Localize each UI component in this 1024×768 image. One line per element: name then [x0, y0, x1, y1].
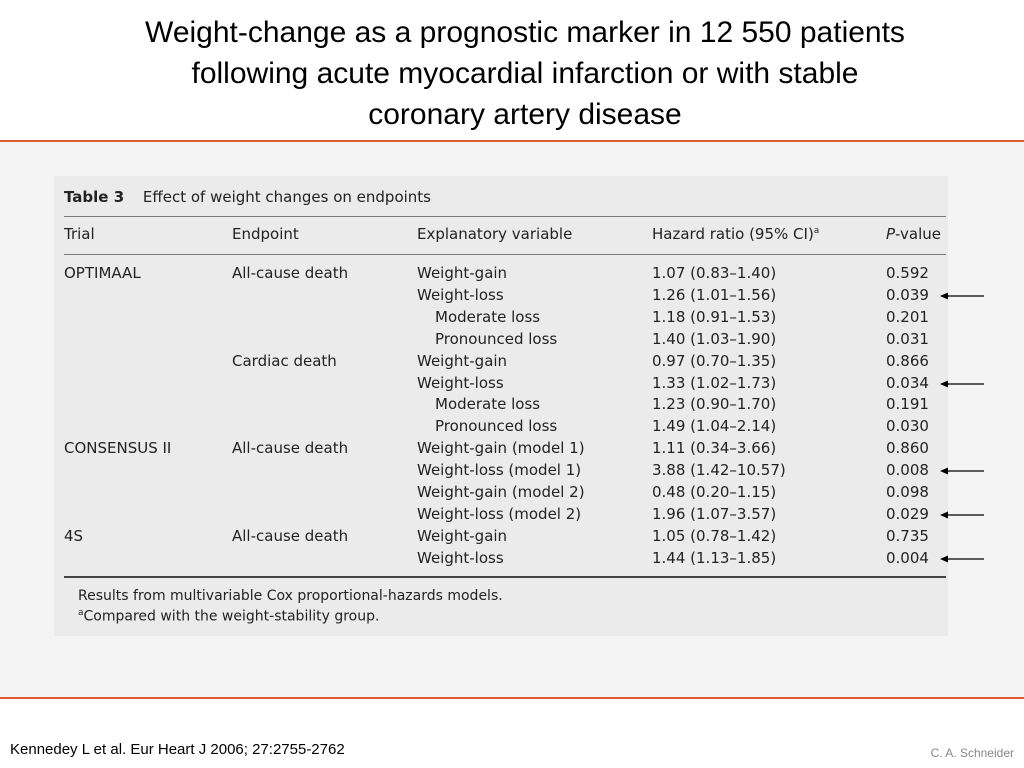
cell-p-value: 0.735 [886, 526, 929, 545]
footnote-a: aCompared with the weight-stability grou… [78, 608, 379, 625]
header-rule [64, 254, 946, 255]
title-line-3: coronary artery disease [368, 98, 682, 131]
cell-p-value: 0.201 [886, 307, 929, 326]
cell-p-value: 0.866 [886, 351, 929, 370]
cell-hazard-ratio: 1.40 (1.03–1.90) [652, 329, 777, 348]
cell-p-value: 0.031 [886, 329, 929, 348]
title-line-2: following acute myocardial infarction or… [191, 57, 859, 90]
header-hazard-ratio-text: Hazard ratio (95% CI) [652, 225, 814, 243]
footnote-main: Results from multivariable Cox proportio… [78, 588, 503, 604]
cell-variable: Weight-gain (model 1) [417, 439, 585, 458]
pointer-arrow-icon [940, 555, 984, 563]
pointer-arrow-icon [940, 380, 984, 387]
table-caption: Table 3 Effect of weight changes on endp… [64, 188, 431, 206]
cell-hazard-ratio: 0.48 (0.20–1.15) [652, 483, 777, 501]
table-caption-text: Effect of weight changes on endpoints [142, 188, 431, 206]
cell-variable: Weight-loss (model 2) [417, 504, 582, 523]
citation: Kennedey L et al. Eur Heart J 2006; 27:2… [10, 741, 345, 758]
cell-hazard-ratio: 1.18 (0.91–1.53) [652, 307, 777, 326]
table-label: Table 3 [64, 188, 125, 206]
cell-p-value: 0.860 [886, 439, 929, 458]
cell-p-value: 0.191 [886, 395, 929, 414]
cell-p-value: 0.039 [886, 285, 929, 304]
cell-hazard-ratio: 1.96 (1.07–3.57) [652, 504, 777, 523]
header-p-rest: -value [895, 225, 942, 243]
cell-hazard-ratio: 3.88 (1.42–10.57) [652, 461, 786, 480]
cell-endpoint: Cardiac death [232, 351, 337, 370]
header-hazard-ratio-sup: a [813, 226, 820, 236]
cell-endpoint: All-cause death [232, 526, 349, 545]
cell-p-value: 0.034 [886, 373, 929, 392]
header-variable: Explanatory variable [417, 225, 573, 243]
cell-variable: Weight-gain (model 2) [417, 483, 585, 501]
cell-hazard-ratio: 1.26 (1.01–1.56) [652, 285, 777, 304]
cell-variable: Weight-gain [417, 351, 508, 370]
footnote-a-text: Compared with the weight-stability group… [83, 608, 380, 625]
cell-endpoint: All-cause death [232, 264, 349, 282]
cell-variable: Weight-loss (model 1) [417, 461, 582, 480]
cell-variable: Moderate loss [435, 307, 541, 326]
cell-variable: Moderate loss [435, 395, 541, 414]
cell-p-value: 0.004 [886, 548, 929, 567]
header-p-italic: P [886, 225, 896, 243]
slide-title: Weight-change as a prognostic marker in … [60, 12, 990, 135]
cell-hazard-ratio: 1.49 (1.04–2.14) [652, 417, 777, 436]
author-credit: C. A. Schneider [930, 746, 1014, 760]
cell-variable: Pronounced loss [435, 329, 558, 348]
cell-p-value: 0.008 [886, 461, 929, 480]
top-divider [0, 140, 1024, 142]
cell-endpoint: All-cause death [232, 439, 349, 458]
cell-hazard-ratio: 1.33 (1.02–1.73) [652, 373, 777, 392]
cell-p-value: 0.592 [886, 264, 929, 282]
cell-trial: CONSENSUS II [64, 439, 172, 458]
table-bottom-rule [64, 576, 946, 578]
bottom-divider [0, 697, 1024, 699]
cell-p-value: 0.030 [886, 417, 929, 436]
cell-hazard-ratio: 0.97 (0.70–1.35) [652, 351, 777, 370]
cell-variable: Weight-loss [417, 548, 504, 567]
cell-variable: Weight-loss [417, 285, 504, 304]
footnote-a-marker: a [78, 608, 84, 618]
title-line-1: Weight-change as a prognostic marker in … [145, 16, 905, 49]
header-trial: Trial [64, 225, 95, 243]
cell-hazard-ratio: 1.44 (1.13–1.85) [652, 548, 777, 567]
cell-variable: Weight-gain [417, 264, 508, 282]
cell-hazard-ratio: 1.11 (0.34–3.66) [652, 439, 777, 458]
cell-hazard-ratio: 1.07 (0.83–1.40) [652, 264, 777, 282]
header-hazard-ratio: Hazard ratio (95% CI)a [652, 225, 819, 243]
cell-variable: Weight-gain [417, 526, 508, 545]
cell-p-value: 0.098 [886, 483, 929, 501]
cell-variable: Pronounced loss [435, 417, 558, 436]
pointer-arrow-icon [940, 292, 984, 300]
pointer-arrow-icon [940, 467, 984, 475]
header-endpoint: Endpoint [232, 225, 299, 243]
caption-rule [64, 216, 946, 217]
pointer-arrow-icon [940, 511, 984, 519]
table-image: Table 3 Effect of weight changes on endp… [54, 176, 948, 636]
cell-hazard-ratio: 1.05 (0.78–1.42) [652, 526, 777, 545]
cell-trial: OPTIMAAL [64, 264, 141, 282]
cell-p-value: 0.029 [886, 504, 929, 523]
cell-trial: 4S [64, 526, 84, 545]
header-p-value: P-value [886, 225, 941, 243]
cell-variable: Weight-loss [417, 373, 504, 392]
cell-hazard-ratio: 1.23 (0.90–1.70) [652, 395, 777, 414]
